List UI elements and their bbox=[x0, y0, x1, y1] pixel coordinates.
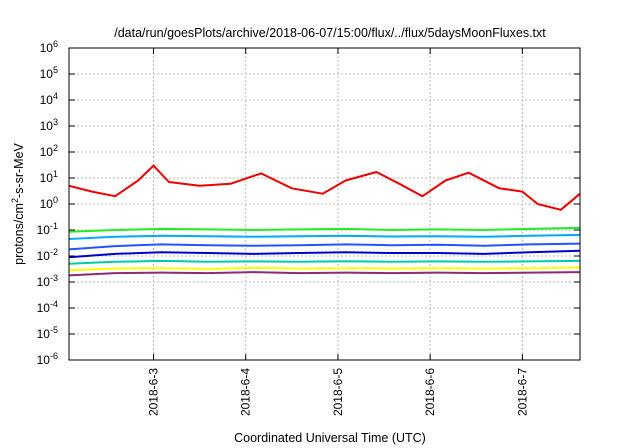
y-tick-base: 10 bbox=[40, 93, 54, 107]
y-tick-exp: -4 bbox=[50, 299, 58, 309]
chart-title: /data/run/goesPlots/archive/2018-06-07/1… bbox=[114, 26, 546, 40]
y-tick-exp: 1 bbox=[53, 169, 58, 179]
series-line bbox=[68, 226, 581, 233]
y-tick-exp: 0 bbox=[53, 195, 58, 205]
series-line bbox=[68, 242, 581, 251]
y-tick-base: 10 bbox=[37, 249, 51, 263]
y-tick-exp: 5 bbox=[53, 65, 58, 75]
x-tick-label: 2018-6-7 bbox=[515, 368, 529, 416]
series-line bbox=[68, 233, 581, 240]
y-tick-label: 103 bbox=[40, 117, 58, 133]
y-axis-label-rest: -s-sr-MeV bbox=[12, 142, 26, 198]
y-axis-label-base: protons/cm bbox=[12, 203, 26, 265]
x-axis-label: Coordinated Universal Time (UTC) bbox=[234, 431, 426, 445]
y-axis-label: protons/cm2-s-sr-MeV bbox=[10, 142, 26, 264]
y-tick-exp: 3 bbox=[53, 117, 58, 127]
y-tick-base: 10 bbox=[37, 353, 51, 367]
x-tick-label: 2018-6-4 bbox=[239, 368, 253, 416]
y-tick-label: 10-1 bbox=[37, 221, 58, 237]
x-axis-ticks: 2018-6-3 2018-6-4 2018-6-5 2018-6-6 2018-6-7 bbox=[147, 48, 529, 416]
y-tick-label: 100 bbox=[40, 195, 58, 211]
y-tick-exp: -3 bbox=[50, 273, 58, 283]
y-tick-exp: -5 bbox=[50, 325, 58, 335]
y-axis-label-sup: 2 bbox=[10, 198, 20, 203]
y-tick-label: 10-3 bbox=[37, 273, 58, 289]
y-tick-label: 102 bbox=[40, 143, 58, 159]
y-tick-base: 10 bbox=[40, 197, 54, 211]
y-tick-label: 105 bbox=[40, 65, 58, 81]
series-line bbox=[68, 259, 581, 265]
y-tick-base: 10 bbox=[40, 145, 54, 159]
y-tick-exp: -1 bbox=[50, 221, 58, 231]
x-tick-label: 2018-6-6 bbox=[423, 368, 437, 416]
y-tick-label: 10-6 bbox=[37, 351, 58, 367]
y-tick-label: 101 bbox=[40, 169, 58, 185]
series-line bbox=[68, 266, 581, 272]
series-layer bbox=[68, 164, 581, 277]
y-tick-base: 10 bbox=[40, 119, 54, 133]
y-tick-exp: 6 bbox=[53, 39, 58, 49]
series-line bbox=[68, 164, 581, 211]
y-tick-base: 10 bbox=[37, 301, 51, 315]
y-tick-base: 10 bbox=[40, 41, 54, 55]
y-tick-label: 104 bbox=[40, 91, 58, 107]
y-tick-base: 10 bbox=[40, 67, 54, 81]
y-tick-label: 106 bbox=[40, 39, 58, 55]
series-line bbox=[68, 271, 581, 277]
y-tick-label: 10-4 bbox=[37, 299, 58, 315]
y-tick-base: 10 bbox=[37, 223, 51, 237]
y-tick-label: 10-2 bbox=[37, 247, 58, 263]
y-tick-label: 10-5 bbox=[37, 325, 58, 341]
y-tick-base: 10 bbox=[37, 327, 51, 341]
x-tick-label: 2018-6-3 bbox=[147, 368, 161, 416]
y-tick-base: 10 bbox=[40, 171, 54, 185]
series-line bbox=[68, 249, 581, 259]
y-tick-exp: -2 bbox=[50, 247, 58, 257]
y-tick-exp: -6 bbox=[50, 351, 58, 361]
y-axis-ticks: 10-610-510-410-310-210-11001011021031041… bbox=[37, 39, 580, 367]
y-tick-exp: 4 bbox=[53, 91, 58, 101]
y-tick-exp: 2 bbox=[53, 143, 58, 153]
x-tick-label: 2018-6-5 bbox=[331, 368, 345, 416]
y-tick-base: 10 bbox=[37, 275, 51, 289]
